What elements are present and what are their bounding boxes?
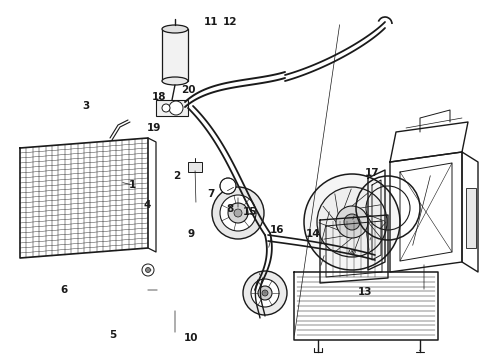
Text: 18: 18 bbox=[152, 92, 167, 102]
Text: 12: 12 bbox=[223, 17, 238, 27]
Text: 2: 2 bbox=[173, 171, 180, 181]
Bar bbox=[188, 162, 202, 172]
Circle shape bbox=[243, 271, 287, 315]
Ellipse shape bbox=[162, 25, 188, 33]
Text: 9: 9 bbox=[188, 229, 195, 239]
Circle shape bbox=[336, 206, 368, 238]
Text: 1: 1 bbox=[129, 180, 136, 190]
Circle shape bbox=[220, 195, 256, 231]
Circle shape bbox=[234, 209, 242, 217]
Text: MO: MO bbox=[347, 249, 357, 255]
Circle shape bbox=[220, 178, 236, 194]
Circle shape bbox=[251, 279, 279, 307]
Bar bbox=[156, 100, 188, 116]
Text: 20: 20 bbox=[181, 85, 196, 95]
Circle shape bbox=[146, 267, 150, 273]
Text: 5: 5 bbox=[109, 330, 116, 340]
Text: 13: 13 bbox=[358, 287, 372, 297]
Text: 11: 11 bbox=[203, 17, 218, 27]
Circle shape bbox=[169, 101, 183, 115]
Circle shape bbox=[212, 187, 264, 239]
Text: 4: 4 bbox=[143, 200, 151, 210]
Bar bbox=[466, 188, 476, 248]
Text: 3: 3 bbox=[82, 101, 89, 111]
Text: 19: 19 bbox=[147, 123, 162, 133]
Text: 7: 7 bbox=[207, 189, 215, 199]
Text: 16: 16 bbox=[270, 225, 284, 235]
Bar bbox=[162, 29, 188, 81]
Text: 15: 15 bbox=[243, 207, 257, 217]
Circle shape bbox=[317, 187, 387, 257]
Text: 17: 17 bbox=[365, 168, 380, 178]
Text: 10: 10 bbox=[184, 333, 198, 343]
Ellipse shape bbox=[162, 77, 188, 85]
Text: 8: 8 bbox=[227, 204, 234, 214]
Text: 6: 6 bbox=[60, 285, 67, 295]
Circle shape bbox=[228, 203, 248, 223]
Circle shape bbox=[304, 174, 400, 270]
Circle shape bbox=[162, 104, 170, 112]
Circle shape bbox=[258, 286, 272, 300]
Text: 14: 14 bbox=[306, 229, 321, 239]
Circle shape bbox=[142, 264, 154, 276]
Circle shape bbox=[344, 214, 360, 230]
Circle shape bbox=[262, 290, 268, 296]
